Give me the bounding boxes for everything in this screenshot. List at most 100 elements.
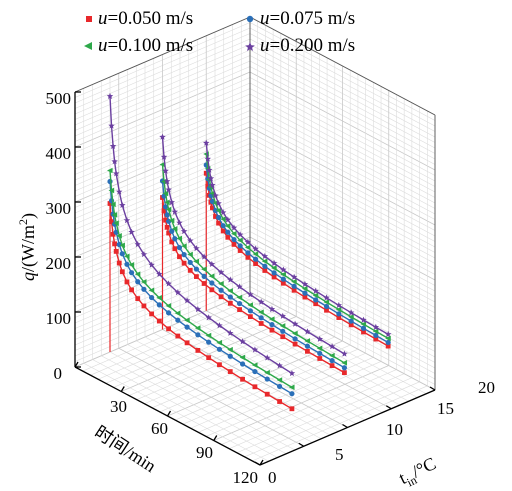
legend: u=0.050 m/s u=0.075 m/s u=0.100 m/s u=0.… [84, 8, 355, 56]
legend-label: u=0.075 m/s [260, 8, 355, 29]
data-point [239, 338, 246, 345]
data-point [264, 354, 271, 361]
data-point [206, 355, 212, 361]
data-point [292, 341, 298, 347]
data-point [372, 328, 379, 335]
legend-label: u=0.050 m/s [98, 8, 193, 29]
data-point [258, 309, 264, 315]
data-point [107, 201, 113, 206]
time-tick-mark [259, 459, 264, 466]
data-point [384, 330, 392, 338]
data-point [200, 253, 208, 260]
data-point [280, 266, 287, 273]
data-point [164, 212, 170, 218]
grid-line [101, 355, 287, 455]
series-line [205, 164, 389, 344]
data-point [163, 217, 168, 223]
data-point [269, 327, 275, 333]
data-point [209, 287, 215, 293]
data-point [276, 383, 283, 390]
data-point [181, 252, 187, 258]
data-point [171, 208, 179, 215]
data-point [212, 192, 219, 199]
data-point [258, 321, 264, 326]
data-point [201, 266, 207, 273]
legend-value: =0.100 m/s [108, 35, 194, 56]
data-point [372, 323, 380, 330]
data-point [251, 362, 258, 368]
legend-value: =0.050 m/s [108, 8, 194, 29]
grid-line [118, 347, 304, 447]
data-point [217, 362, 222, 368]
data-point [187, 251, 193, 258]
data-point [141, 303, 147, 309]
series-layer [106, 92, 392, 412]
tin-tick-mark [429, 386, 436, 391]
time-tick-label: 30 [110, 397, 127, 416]
data-point [302, 290, 308, 296]
data-point [119, 269, 125, 275]
data-point [183, 297, 191, 304]
data-point [237, 243, 243, 249]
data-point [172, 236, 178, 242]
tin-tick-label: 5 [335, 445, 344, 464]
q-axis-label-var: q [18, 272, 38, 281]
data-point [156, 318, 162, 324]
data-point [134, 271, 141, 277]
data-point [110, 201, 116, 208]
data-point [261, 252, 269, 260]
data-point [224, 223, 231, 229]
data-point [341, 360, 348, 366]
data-point [215, 207, 222, 214]
data-point [119, 201, 126, 209]
data-point [335, 306, 342, 313]
data-point [264, 369, 270, 376]
data-point [194, 305, 202, 313]
data-point [203, 170, 209, 176]
data-point [181, 260, 187, 266]
data-point [201, 273, 207, 279]
grid-line [92, 359, 278, 458]
data-point [239, 361, 246, 367]
time-tick-mark [166, 410, 172, 417]
tin-tick-mark [342, 423, 348, 429]
data-point [164, 199, 170, 206]
data-point [253, 261, 258, 266]
data-point [280, 276, 286, 282]
data-point [301, 280, 309, 287]
data-point [225, 234, 231, 240]
data-point [161, 208, 167, 214]
data-point [116, 188, 123, 195]
data-point [156, 270, 163, 277]
tin-axis-label: tin/°C [396, 453, 441, 491]
data-point [276, 377, 283, 383]
series [203, 151, 391, 342]
data-point [329, 352, 335, 359]
series [106, 92, 296, 377]
data-point [227, 353, 233, 359]
q-tick-label: 100 [46, 309, 72, 328]
data-point [116, 260, 122, 266]
data-point [262, 268, 268, 273]
data-point [174, 289, 182, 296]
data-point [193, 258, 200, 265]
data-point [312, 287, 319, 294]
grid-line [83, 362, 269, 462]
data-point [206, 166, 213, 173]
data-point [237, 237, 243, 244]
legend-marker-square [86, 16, 92, 22]
data-point [270, 259, 278, 266]
data-point [111, 158, 118, 165]
data-point [247, 291, 254, 298]
data-point [156, 294, 162, 301]
time-tick-label: 90 [196, 443, 213, 462]
plane-tin-4 [106, 92, 296, 412]
data-point [220, 216, 226, 222]
q-tick-label: 200 [46, 254, 72, 273]
legend-value: =0.075 m/s [270, 8, 356, 29]
data-point [360, 321, 367, 327]
data-point [216, 322, 223, 329]
data-point [252, 384, 258, 390]
grid-layer [74, 16, 436, 466]
data-point [271, 270, 277, 276]
